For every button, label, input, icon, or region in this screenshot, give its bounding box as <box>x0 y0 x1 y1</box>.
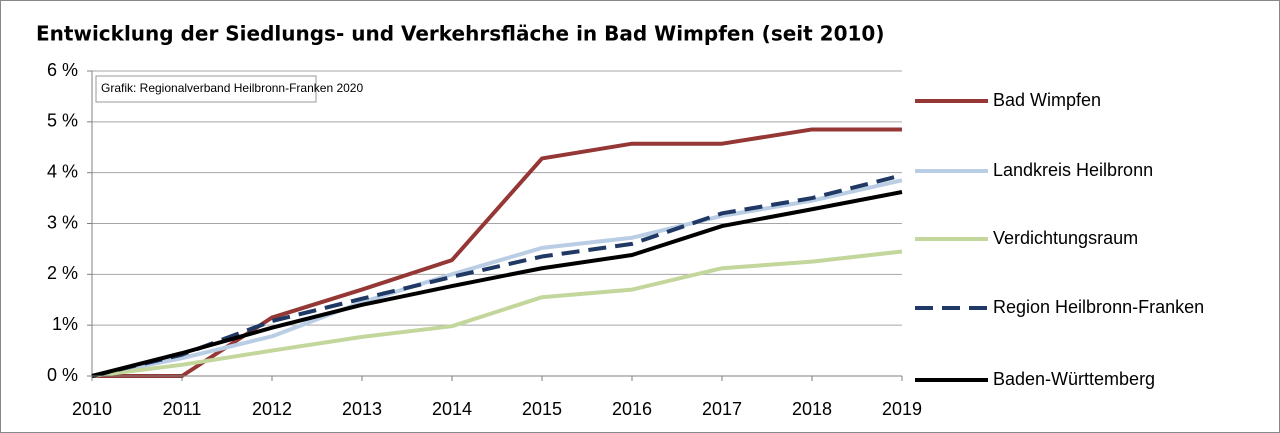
y-tick-label: 6 % <box>47 60 78 80</box>
x-tick-label: 2015 <box>522 399 562 419</box>
legend-label: Verdichtungsraum <box>993 228 1138 248</box>
x-tick-label: 2010 <box>72 399 112 419</box>
x-tick-label: 2016 <box>612 399 652 419</box>
series-line <box>91 173 903 378</box>
legend-label: Bad Wimpfen <box>993 90 1101 110</box>
y-tick-label: 5 % <box>47 111 78 131</box>
legend-label: Baden-Württemberg <box>993 369 1155 389</box>
annotation: Grafik: Regionalverband Heilbronn-Franke… <box>101 81 363 95</box>
y-tick-label: 4 % <box>47 161 78 181</box>
x-tick-label: 2014 <box>432 399 472 419</box>
y-tick-label: 0 % <box>47 365 78 385</box>
series-line <box>91 249 903 378</box>
legend-label: Region Heilbronn-Franken <box>993 297 1204 317</box>
series-line <box>91 178 903 378</box>
x-tick-label: 2019 <box>882 399 922 419</box>
annotation-box <box>95 75 317 103</box>
y-tick-label: 2 % <box>47 263 78 283</box>
x-tick-label: 2017 <box>702 399 742 419</box>
y-tick-label: 1% <box>52 314 78 334</box>
chart-title: Entwicklung der Siedlungs- und Verkehrsf… <box>36 22 884 46</box>
y-tick-label: 3 % <box>47 212 78 232</box>
x-tick-label: 2012 <box>252 399 292 419</box>
x-tick-label: 2018 <box>792 399 832 419</box>
legend-label: Landkreis Heilbronn <box>993 160 1153 180</box>
series-line <box>91 190 903 378</box>
x-tick-label: 2013 <box>342 399 382 419</box>
x-tick-label: 2011 <box>163 399 202 419</box>
